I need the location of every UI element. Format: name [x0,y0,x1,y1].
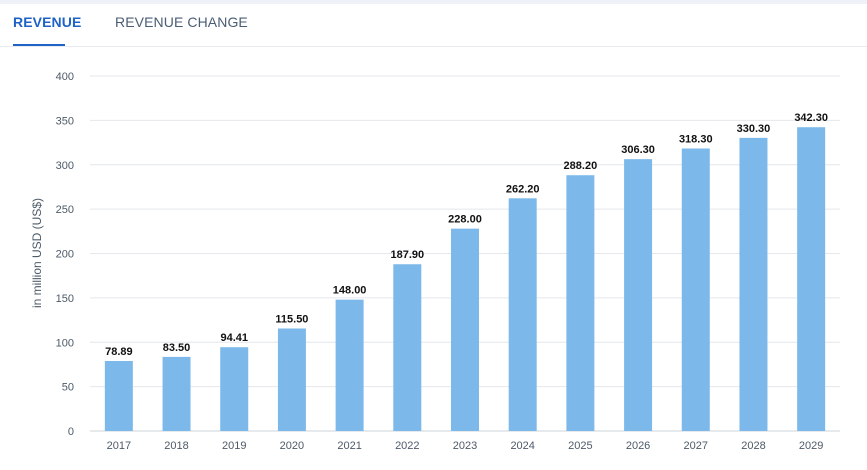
data-label-2026: 306.30 [621,144,655,156]
y-tick-label: 150 [56,293,74,305]
active-tab-indicator [13,44,65,46]
x-tick-label: 2027 [684,440,708,452]
x-tick-label: 2028 [741,440,765,452]
bar-2019[interactable] [220,347,249,431]
y-axis-ticks: 0 50 100 150 200 250 300 350 400 [56,71,74,438]
data-label-2023: 228.00 [448,214,482,226]
bar-2021[interactable] [335,299,364,431]
bar-2020[interactable] [277,328,306,431]
data-label-2029: 342.30 [794,112,828,124]
data-label-2025: 288.20 [564,160,598,172]
bar-2022[interactable] [393,264,422,431]
data-label-2020: 115.50 [275,313,308,325]
data-label-2024: 262.20 [506,183,540,195]
data-label-2019: 94.41 [220,332,248,344]
y-tick-label: 50 [62,382,74,394]
bar-2027[interactable] [681,148,710,432]
tab-revenue[interactable]: REVENUE [13,14,82,30]
bar-2029[interactable] [797,127,826,432]
x-tick-label: 2017 [107,440,131,452]
y-tick-label: 400 [56,71,74,83]
y-tick-label: 300 [56,160,74,172]
x-tick-label: 2021 [337,440,361,452]
y-tick-label: 350 [56,115,74,127]
x-tick-label: 2019 [222,440,246,452]
bar-2017[interactable] [104,360,133,431]
x-tick-label: 2023 [453,440,477,452]
bar-2024[interactable] [508,198,537,431]
y-axis-label: in million USD (US$) [30,198,44,308]
bar-2028[interactable] [739,137,768,431]
y-tick-label: 200 [56,249,74,261]
bar-2023[interactable] [451,228,479,431]
x-tick-label: 2022 [395,440,419,452]
bar-2018[interactable] [162,356,191,431]
x-tick-label: 2026 [626,440,650,452]
top-strip [0,0,867,4]
data-label-2022: 187.90 [390,249,424,261]
tab-revenue-change[interactable]: REVENUE CHANGE [115,14,248,30]
x-tick-label: 2029 [799,440,823,452]
x-tick-label: 2020 [280,440,304,452]
tab-bar: REVENUE REVENUE CHANGE [0,4,867,47]
bars: 78.89 83.50 94.41 115.50 148.00 187.90 228.00 2… [104,112,828,432]
data-label-2021: 148.00 [333,285,367,297]
y-tick-label: 0 [68,426,74,438]
y-tick-label: 250 [56,204,74,216]
x-tick-label: 2018 [164,440,188,452]
data-label-2018: 83.50 [163,342,191,354]
x-axis-ticks: 2017 2018 2019 2020 2021 2022 2023 2024 2025 2026… [107,440,824,452]
x-tick-label: 2025 [568,440,592,452]
bar-2025[interactable] [566,175,595,431]
y-tick-label: 100 [56,337,74,349]
bar-2026[interactable] [624,159,653,431]
x-tick-label: 2024 [510,440,534,452]
data-label-2017: 78.89 [105,346,133,358]
data-label-2028: 330.30 [737,123,771,135]
data-label-2027: 318.30 [679,134,713,146]
